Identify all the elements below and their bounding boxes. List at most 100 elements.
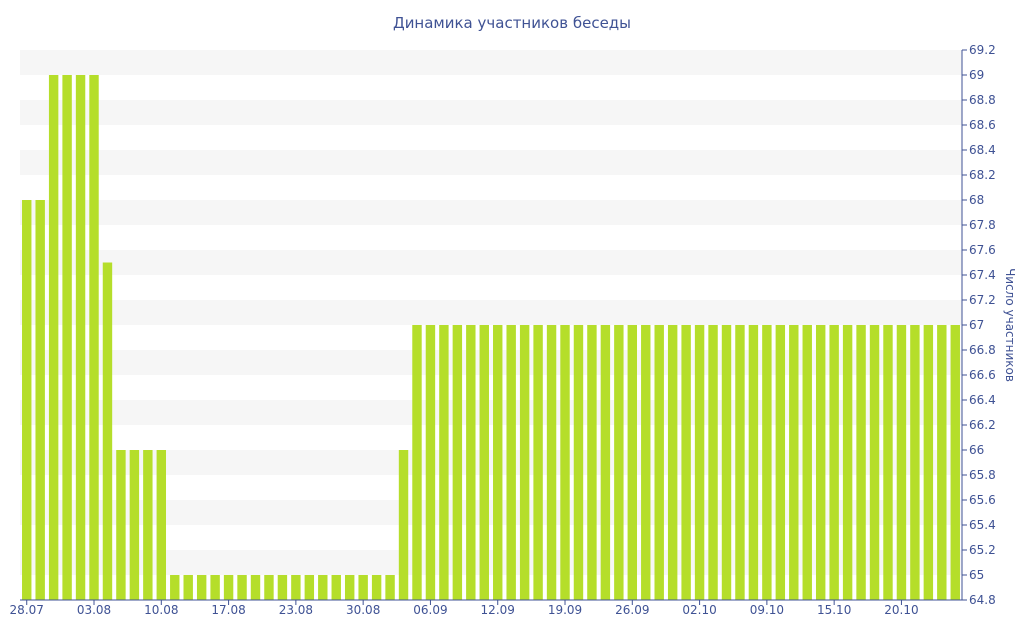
bar[interactable] — [842, 325, 853, 600]
bar[interactable] — [815, 325, 826, 600]
x-tick-label: 10.08 — [144, 603, 178, 617]
bar[interactable] — [129, 450, 140, 600]
y-tick-label: 68 — [969, 193, 984, 207]
y-tick-label: 65 — [969, 568, 984, 582]
bar[interactable] — [923, 325, 934, 600]
bar[interactable] — [856, 325, 866, 600]
bar[interactable] — [398, 450, 409, 600]
bar[interactable] — [681, 325, 691, 600]
bar[interactable] — [910, 325, 920, 600]
bar[interactable] — [439, 325, 449, 600]
bar[interactable] — [950, 325, 960, 600]
grid-band — [20, 300, 962, 325]
bar[interactable] — [196, 575, 207, 600]
y-tick-label: 66.6 — [969, 368, 996, 382]
x-tick-label: 02.10 — [682, 603, 716, 617]
bar[interactable] — [223, 575, 234, 600]
bar[interactable] — [264, 575, 274, 600]
y-tick-label: 68.2 — [969, 168, 996, 182]
bar[interactable] — [721, 325, 732, 600]
x-tick-label: 30.08 — [346, 603, 380, 617]
x-tick-label: 03.08 — [77, 603, 111, 617]
bar[interactable] — [762, 325, 772, 600]
y-tick-label: 66.4 — [969, 393, 996, 407]
x-tick-label: 06.09 — [413, 603, 447, 617]
grid-band — [20, 200, 962, 225]
bar[interactable] — [654, 325, 664, 600]
bar[interactable] — [829, 325, 839, 600]
bar[interactable] — [210, 575, 220, 600]
bars — [22, 75, 960, 600]
bar[interactable] — [371, 575, 382, 600]
bar[interactable] — [102, 262, 113, 601]
bar[interactable] — [425, 325, 436, 600]
bar[interactable] — [519, 325, 530, 600]
bar[interactable] — [883, 325, 893, 600]
bar[interactable] — [116, 450, 126, 600]
bar[interactable] — [896, 325, 907, 600]
grid-band — [20, 250, 962, 275]
bar[interactable] — [35, 200, 45, 600]
bar[interactable] — [735, 325, 745, 600]
bar[interactable] — [506, 325, 516, 600]
bar[interactable] — [89, 75, 99, 600]
bar[interactable] — [291, 575, 301, 600]
bar[interactable] — [600, 325, 611, 600]
grid-band — [20, 150, 962, 175]
x-tick-label: 12.09 — [481, 603, 515, 617]
bar[interactable] — [587, 325, 597, 600]
bar[interactable] — [546, 325, 557, 600]
bar[interactable] — [385, 575, 395, 600]
bar[interactable] — [22, 200, 32, 600]
bar[interactable] — [143, 450, 153, 600]
x-axis: 28.07 03.08 10.08 17.08 23.08 30.08 06.09 12.09… — [10, 599, 962, 617]
bar[interactable] — [466, 325, 476, 600]
bar[interactable] — [937, 325, 947, 600]
bar[interactable] — [62, 75, 72, 600]
bar[interactable] — [183, 575, 193, 600]
x-tick-label: 28.07 — [10, 603, 44, 617]
grid-band — [20, 50, 962, 75]
bar[interactable] — [237, 575, 247, 600]
bar[interactable] — [667, 325, 678, 600]
y-tick-label: 67.8 — [969, 218, 996, 232]
bar[interactable] — [412, 325, 422, 600]
bar[interactable] — [708, 325, 718, 600]
y-tick-label: 68.8 — [969, 93, 996, 107]
bar[interactable] — [156, 450, 167, 600]
bar[interactable] — [573, 325, 584, 600]
bar[interactable] — [358, 575, 368, 600]
bar[interactable] — [304, 575, 315, 600]
y-tick-label: 67 — [969, 318, 984, 332]
bar[interactable] — [775, 325, 786, 600]
bar[interactable] — [694, 325, 705, 600]
bar[interactable] — [250, 575, 261, 600]
bar[interactable] — [560, 325, 570, 600]
y-tick-label: 69 — [969, 68, 984, 82]
y-tick-label: 68.6 — [969, 118, 996, 132]
bar[interactable] — [75, 75, 86, 600]
bar[interactable] — [331, 575, 341, 600]
x-tick-label: 15.10 — [817, 603, 851, 617]
y-axis: 64.8 65 65.2 65.4 65.6 65.8 66 66.2 66.4 66.6 66.8… — [961, 43, 996, 607]
bar[interactable] — [452, 325, 463, 600]
bar[interactable] — [479, 325, 489, 600]
bar[interactable] — [641, 325, 651, 600]
bar[interactable] — [48, 75, 59, 600]
bar[interactable] — [614, 325, 624, 600]
x-tick-label: 09.10 — [750, 603, 784, 617]
chart-title: Динамика участников беседы — [393, 14, 631, 32]
bar[interactable] — [493, 325, 503, 600]
bar[interactable] — [869, 325, 880, 600]
bar[interactable] — [789, 325, 799, 600]
bar[interactable] — [170, 575, 180, 600]
bar[interactable] — [627, 325, 638, 600]
bar[interactable] — [318, 575, 328, 600]
bar[interactable] — [533, 325, 543, 600]
bar[interactable] — [277, 575, 288, 600]
bar[interactable] — [802, 325, 812, 600]
bar[interactable] — [748, 325, 759, 600]
y-tick-label: 67.4 — [969, 268, 996, 282]
bar[interactable] — [344, 575, 355, 600]
